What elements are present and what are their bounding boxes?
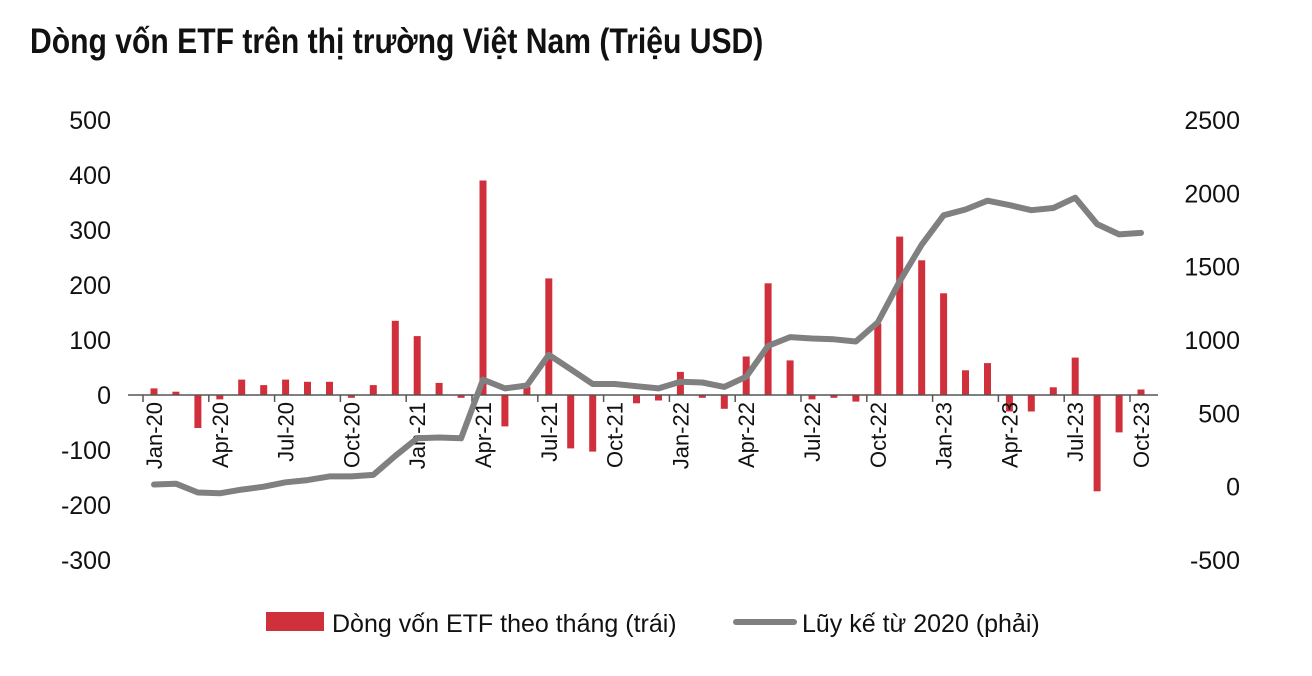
x-axis-labels: Jan-20 Apr-20 Jul-20 Oct-20 Jan-21 Apr-21 Jul-… — [142, 402, 1154, 469]
flow-bar — [852, 395, 860, 402]
flow-bar — [216, 395, 224, 400]
flow-bar — [304, 381, 311, 395]
right-tick-label: 2000 — [1184, 180, 1240, 208]
right-tick-label: 1500 — [1184, 254, 1240, 282]
x-tick-label: Oct-20 — [339, 402, 364, 468]
left-tick-label: 400 — [69, 162, 111, 190]
left-tick-label: 0 — [97, 382, 111, 410]
flow-bar — [1071, 357, 1079, 395]
flow-bar — [1093, 395, 1101, 492]
flow-bar — [282, 379, 290, 395]
flow-bar — [1049, 387, 1057, 395]
x-tick-label: Jul-23 — [1063, 402, 1088, 462]
flow-bar — [698, 395, 706, 398]
x-tick-label: Jul-21 — [537, 402, 562, 462]
flow-bar — [874, 323, 882, 395]
flow-bar — [764, 283, 772, 395]
left-tick-label: 200 — [69, 272, 111, 300]
flow-bar — [369, 385, 377, 395]
x-tick-label: Jul-22 — [800, 402, 825, 462]
flow-bar — [720, 395, 728, 409]
right-tick-label: 0 — [1226, 474, 1240, 502]
flow-bar — [347, 395, 355, 398]
flow-bar — [567, 395, 575, 449]
left-tick-label: 300 — [69, 217, 111, 245]
flow-bar — [1115, 395, 1123, 433]
x-tick-label: Oct-23 — [1129, 402, 1154, 468]
flow-bar — [940, 293, 948, 396]
right-tick-label: -500 — [1190, 547, 1240, 575]
flow-bar — [984, 363, 991, 395]
flow-bar — [589, 395, 597, 452]
right-tick-label: 500 — [1198, 400, 1240, 428]
flow-bar — [413, 336, 421, 395]
flow-bar — [1137, 389, 1145, 395]
flow-bar — [457, 395, 465, 398]
flow-bar — [435, 382, 443, 395]
flow-bar — [150, 388, 158, 395]
left-tick-label: -100 — [61, 437, 111, 465]
x-tick-label: Apr-21 — [471, 402, 496, 468]
left-tick-label: 500 — [69, 107, 111, 135]
legend-bar-swatch — [266, 612, 324, 631]
flow-bar — [808, 395, 816, 400]
legend-bar-label: Dòng vốn ETF theo tháng (trái) — [332, 610, 677, 638]
x-tick-label: Oct-22 — [866, 402, 891, 468]
legend-line-label: Lũy kế từ 2020 (phải) — [802, 610, 1040, 638]
flow-bar — [918, 260, 926, 396]
flow-bar — [633, 395, 640, 404]
x-tick-label: Oct-21 — [603, 402, 628, 468]
cumulative-line — [151, 194, 1144, 497]
x-tick-label: Jan-20 — [142, 402, 167, 469]
flow-bar — [1027, 395, 1035, 412]
left-tick-label: 100 — [69, 327, 111, 355]
flow-bar — [962, 370, 969, 396]
flow-bar — [786, 360, 794, 395]
chart-title: Dòng vốn ETF trên thị trường Việt Nam (T… — [30, 22, 764, 61]
x-tick-label: Apr-20 — [208, 402, 233, 468]
flow-bar — [1005, 395, 1013, 412]
x-tick-label: Apr-23 — [997, 402, 1022, 468]
flow-bar — [326, 381, 333, 395]
monthly-flow-bars — [150, 180, 1145, 492]
right-axis: 2500 2000 1500 1000 500 0 -500 — [1184, 107, 1240, 575]
flow-bar — [896, 236, 904, 395]
flow-bar — [391, 320, 399, 396]
flow-bar — [523, 386, 531, 396]
x-tick-label: Jan-23 — [932, 402, 957, 469]
x-tick-label: Jul-20 — [274, 402, 299, 462]
legend: Dòng vốn ETF theo tháng (trái) Lũy kế từ… — [266, 610, 1040, 638]
right-tick-label: 1000 — [1184, 327, 1240, 355]
flow-bar — [830, 395, 838, 398]
right-tick-label: 2500 — [1184, 107, 1240, 135]
flow-bar — [260, 385, 268, 395]
flow-bar — [194, 395, 202, 428]
flow-bar — [655, 395, 662, 401]
left-tick-label: -300 — [61, 547, 111, 575]
flow-bar — [238, 379, 246, 395]
left-axis: 500 400 300 200 100 0 -100 -200 -300 — [61, 107, 111, 575]
flow-bar — [501, 395, 509, 427]
left-tick-label: -200 — [61, 492, 111, 520]
x-tick-label: Jan-22 — [668, 402, 693, 469]
flow-bar — [172, 391, 180, 395]
x-tick-label: Apr-22 — [734, 402, 759, 468]
flow-bar — [479, 180, 487, 395]
flow-bar — [545, 278, 553, 395]
